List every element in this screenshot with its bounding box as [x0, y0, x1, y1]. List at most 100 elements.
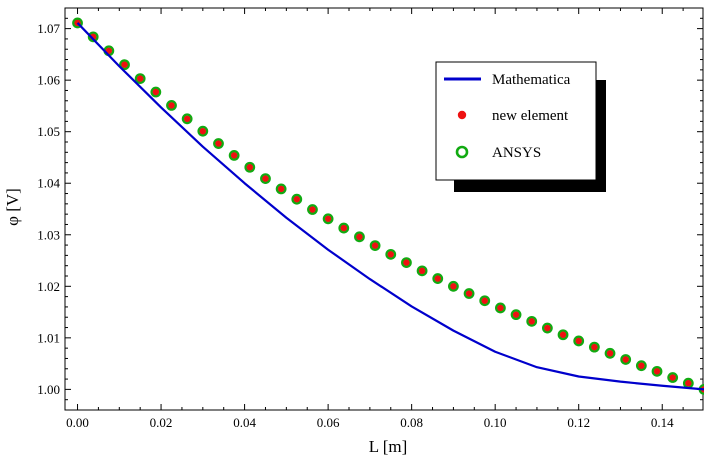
- ansys-point: [322, 213, 334, 225]
- ansys-point: [573, 335, 585, 347]
- legend-label-ansys: ANSYS: [492, 145, 541, 161]
- x-tick-label: 0.00: [66, 415, 89, 430]
- ansys-point: [166, 100, 177, 111]
- x-axis-label: L [m]: [369, 437, 408, 456]
- legend-label-mathematica: Mathematica: [492, 72, 571, 88]
- x-tick-label: 0.14: [651, 415, 674, 430]
- ansys-point: [260, 173, 271, 184]
- new-element-point: [324, 215, 332, 222]
- mathematica-line: [76, 22, 704, 391]
- new-element-point: [575, 337, 582, 345]
- ansys-point: [604, 347, 616, 359]
- ansys-point: [526, 315, 538, 327]
- plot-frame: [64, 7, 704, 411]
- ansys-point: [385, 248, 397, 260]
- legend-label-new-element: new element: [492, 108, 569, 124]
- ansys-point: [354, 231, 365, 243]
- ansys-point: [72, 17, 83, 29]
- new-element-point: [215, 140, 222, 147]
- x-axis: 0.00 0.02 0.04 0.06 0.08 0.10 0.12 0.14: [66, 8, 684, 430]
- ansys-point: [588, 341, 600, 353]
- ansys-point: [307, 204, 318, 215]
- y-tick-label: 1.07: [37, 21, 60, 36]
- new-element-point: [638, 362, 645, 369]
- ansys-point: [244, 161, 256, 173]
- new-element-point: [121, 61, 128, 68]
- ansys-point: [541, 322, 553, 334]
- x-tick-label: 0.04: [233, 415, 256, 430]
- plot-border: [64, 7, 704, 411]
- ansys-point: [494, 302, 506, 314]
- ansys-point: [557, 329, 569, 341]
- new-element-point: [387, 251, 394, 258]
- new-element-point: [371, 242, 379, 249]
- ansys-point: [87, 31, 99, 43]
- ansys-point: [651, 365, 663, 377]
- ansys-point: [291, 193, 303, 205]
- new-element-point: [152, 88, 160, 96]
- new-element-point: [199, 127, 207, 135]
- ansys-point: [635, 360, 647, 372]
- y-tick-label: 1.05: [37, 124, 60, 139]
- new-element-point: [512, 311, 520, 318]
- y-tick-label: 1.01: [37, 330, 60, 345]
- y-tick-label: 1.03: [37, 227, 60, 242]
- new-element-point: [544, 324, 551, 332]
- x-tick-label: 0.12: [567, 415, 590, 430]
- ansys-point: [338, 222, 350, 234]
- new-element-point: [465, 290, 473, 297]
- ansys-point: [667, 372, 679, 383]
- new-element-point: [183, 115, 191, 123]
- ansys-point: [134, 73, 146, 85]
- ansys-point: [620, 354, 632, 365]
- new-element-point: [497, 304, 504, 312]
- legend-circle-swatch: [455, 145, 469, 159]
- new-element-point: [168, 102, 175, 109]
- ansys-point: [432, 273, 444, 284]
- new-element-point: [136, 75, 144, 82]
- new-element-point: [685, 380, 692, 387]
- series-layer: [72, 17, 704, 395]
- new-element-point: [293, 196, 300, 203]
- ansys-point: [228, 149, 240, 161]
- ansys-point: [463, 288, 475, 299]
- new-element-point: [246, 164, 254, 171]
- new-element-point: [481, 297, 488, 304]
- new-element-point: [309, 206, 316, 213]
- ansys-point: [275, 183, 287, 195]
- x-tick-label: 0.06: [317, 415, 340, 430]
- new-element-point: [669, 374, 676, 381]
- new-element-point: [434, 275, 441, 282]
- new-element-point: [622, 356, 629, 363]
- ansys-point: [510, 309, 522, 321]
- y-tick-label: 1.02: [37, 279, 60, 294]
- new-element-point: [356, 233, 363, 241]
- new-element-point: [277, 185, 285, 193]
- new-element-point: [418, 267, 426, 275]
- ansys-point: [119, 59, 130, 71]
- legend-box: [435, 61, 597, 181]
- ansys-point: [197, 125, 209, 137]
- new-element-point: [403, 259, 410, 266]
- ansys-point: [479, 295, 491, 307]
- new-element-point: [230, 152, 238, 159]
- legend-dot-swatch: [457, 110, 467, 120]
- y-tick-label: 1.00: [37, 382, 60, 397]
- ansys-point: [150, 86, 162, 98]
- legend: Mathematica new element ANSYS: [435, 61, 606, 192]
- new-element-point: [591, 343, 598, 351]
- y-axis: 1.00 1.01 1.02 1.03 1.04 1.05 1.06 1.07: [37, 7, 703, 401]
- new-element-point: [528, 318, 535, 325]
- new-element-point: [653, 368, 661, 375]
- y-tick-label: 1.04: [37, 176, 60, 191]
- ansys-point: [401, 257, 412, 268]
- x-tick-label: 0.10: [484, 415, 507, 430]
- y-axis-label: φ [V]: [3, 188, 22, 226]
- new-element-point: [340, 224, 347, 232]
- x-tick-label: 0.02: [150, 415, 173, 430]
- ansys-point: [369, 240, 381, 251]
- y-tick-label: 1.06: [37, 73, 60, 88]
- ansys-point: [213, 138, 224, 149]
- new-element-point: [559, 331, 567, 338]
